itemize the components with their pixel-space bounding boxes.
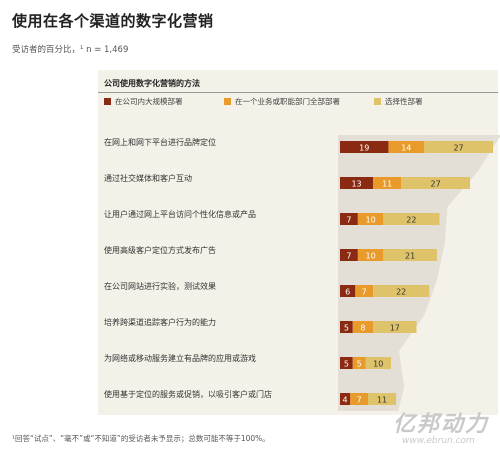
data-label: 5 (344, 360, 349, 369)
bar-segment (340, 213, 358, 225)
bar-segment (340, 249, 358, 261)
data-label: 11 (377, 396, 387, 405)
data-label: 5 (357, 360, 362, 369)
category-label: 使用高级客户定位方式发布广告 (104, 246, 216, 255)
legend-label: 在一个业务或职能部门全部部署 (235, 97, 340, 106)
data-label: 21 (405, 252, 415, 261)
category-label: 为网络或移动服务建立有品牌的应用或游戏 (104, 354, 256, 363)
data-label: 7 (346, 216, 351, 225)
category-label: 在公司网站进行实验，测试效果 (104, 282, 216, 291)
bar-segment (340, 177, 374, 189)
bar-segment (357, 213, 384, 225)
category-label: 让用户通过网上平台访问个性化信息或产品 (104, 210, 256, 219)
data-label: 22 (396, 288, 406, 297)
data-label: 6 (345, 288, 350, 297)
bar-segment (383, 213, 440, 225)
footnote: ¹回答“试点”、“毫不”或“不知道”的受访者未予显示；总数可能不等于100%。 (12, 434, 270, 443)
bar-segment (350, 393, 369, 405)
bar-segment (373, 321, 417, 333)
data-label: 7 (346, 252, 351, 261)
bar-segment (373, 285, 430, 297)
bar-segment (352, 357, 366, 369)
bar-segment (340, 285, 356, 297)
bar-segment (368, 393, 397, 405)
category-label: 通过社交媒体和客户互动 (104, 174, 192, 183)
section-title: 公司使用数字化营销的方法 (104, 79, 200, 88)
data-label: 4 (343, 396, 348, 405)
data-label: 27 (453, 144, 463, 153)
chart-title: 使用在各个渠道的数字化营销 (12, 12, 214, 30)
data-label: 8 (360, 324, 365, 333)
data-label: 17 (390, 324, 400, 333)
legend-label: 在公司内大规模部署 (115, 97, 183, 106)
chart-subtitle: 受访者的百分比，¹ n = 1,469 (12, 45, 129, 55)
data-label: 19 (359, 144, 369, 153)
category-label: 在网上和网下平台进行品牌定位 (104, 138, 216, 147)
divider (98, 92, 498, 93)
bar-segment (383, 249, 437, 261)
legend-label: 选择性部署 (385, 97, 423, 106)
data-label: 5 (344, 324, 349, 333)
bar-segment (340, 393, 351, 405)
bar-segment (352, 321, 374, 333)
legend-swatch (104, 98, 111, 105)
category-label: 培养跨渠道追踪客户行为的能力 (104, 318, 216, 327)
data-label: 14 (401, 144, 411, 153)
bar-segment (373, 177, 402, 189)
data-label: 10 (366, 252, 376, 261)
bar-segment (340, 141, 389, 153)
data-label: 7 (357, 396, 362, 405)
data-label: 7 (362, 288, 367, 297)
bar-segment (340, 357, 353, 369)
legend-swatch (374, 98, 381, 105)
data-label: 22 (406, 216, 416, 225)
legend-swatch (224, 98, 231, 105)
funnel-band (338, 135, 500, 411)
bar-segment (355, 285, 374, 297)
data-label: 27 (431, 180, 441, 189)
watermark-logo: 亿邦动力 (393, 412, 490, 437)
data-label: 10 (366, 216, 376, 225)
bar-segment (388, 141, 425, 153)
category-label: 使用基于定位的服务或促销，以吸引客户或门店 (104, 390, 272, 399)
bar-segment (424, 141, 493, 153)
data-label: 13 (351, 180, 361, 189)
data-label: 11 (382, 180, 392, 189)
data-label: 10 (373, 360, 383, 369)
bar-segment (340, 321, 353, 333)
watermark-url: www.ebrun.com (402, 436, 475, 446)
bar-segment (357, 249, 384, 261)
bar-segment (401, 177, 471, 189)
bar-segment (365, 357, 391, 369)
